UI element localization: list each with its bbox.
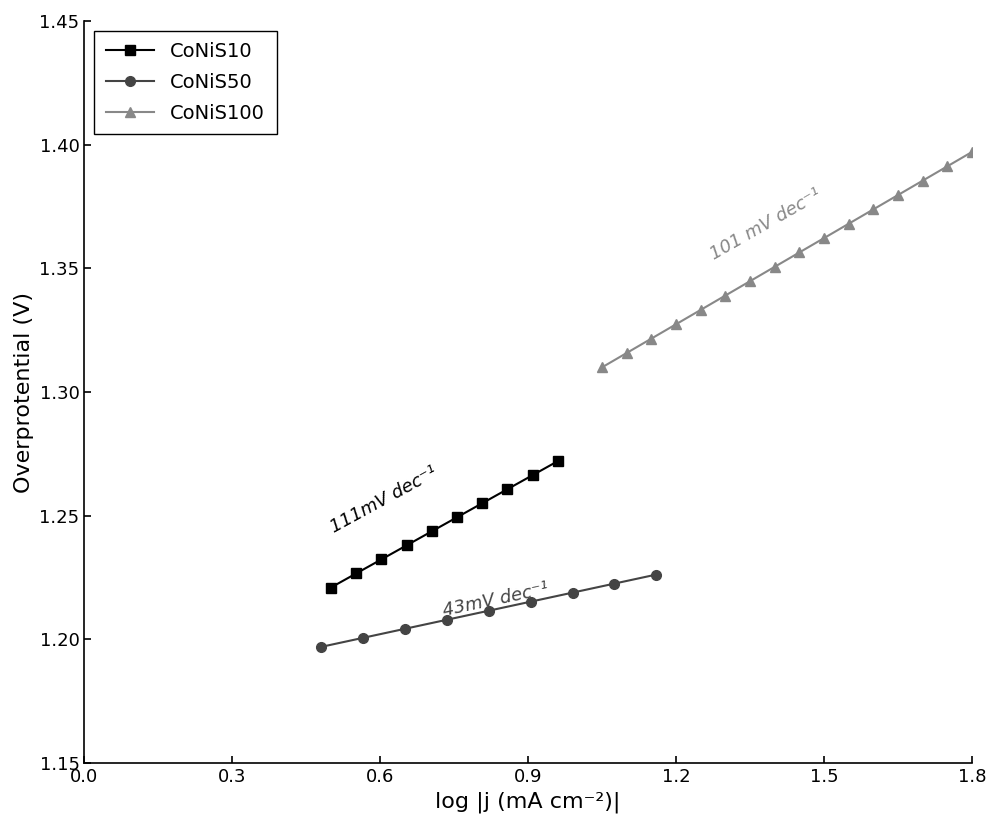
CoNiS100 xyxy=(695,305,707,315)
CoNiS50 xyxy=(315,642,327,652)
Text: 101 mV dec⁻¹: 101 mV dec⁻¹ xyxy=(707,186,824,263)
CoNiS100 xyxy=(867,204,879,214)
CoNiS100 xyxy=(645,333,657,343)
Line: CoNiS10: CoNiS10 xyxy=(326,457,563,592)
CoNiS10 xyxy=(325,582,337,592)
CoNiS10 xyxy=(476,499,488,509)
CoNiS100 xyxy=(941,161,953,171)
CoNiS100 xyxy=(966,147,978,157)
CoNiS100 xyxy=(917,176,929,186)
CoNiS50 xyxy=(650,570,662,580)
CoNiS100 xyxy=(719,290,731,300)
Line: CoNiS100: CoNiS100 xyxy=(597,147,977,372)
X-axis label: log |j (mA cm⁻²)|: log |j (mA cm⁻²)| xyxy=(435,791,621,813)
CoNiS10 xyxy=(501,485,513,495)
Line: CoNiS50: CoNiS50 xyxy=(316,570,661,652)
CoNiS100 xyxy=(892,190,904,200)
Text: 43mV dec⁻¹: 43mV dec⁻¹ xyxy=(441,580,550,619)
CoNiS10 xyxy=(451,513,463,523)
CoNiS50 xyxy=(608,579,620,589)
CoNiS100 xyxy=(769,262,781,272)
CoNiS100 xyxy=(670,319,682,329)
CoNiS100 xyxy=(744,276,756,286)
Text: 111mV dec⁻¹: 111mV dec⁻¹ xyxy=(327,464,440,537)
CoNiS100 xyxy=(596,362,608,372)
CoNiS10 xyxy=(527,471,539,480)
CoNiS10 xyxy=(401,540,413,550)
CoNiS10 xyxy=(552,457,564,466)
CoNiS50 xyxy=(357,633,369,643)
CoNiS100 xyxy=(793,247,805,257)
CoNiS50 xyxy=(567,588,579,598)
CoNiS50 xyxy=(441,614,453,624)
CoNiS100 xyxy=(843,219,855,229)
CoNiS50 xyxy=(525,597,537,607)
CoNiS100 xyxy=(621,348,633,358)
CoNiS100 xyxy=(818,233,830,243)
Y-axis label: Overprotential (V): Overprotential (V) xyxy=(14,292,34,493)
CoNiS50 xyxy=(483,605,495,615)
CoNiS10 xyxy=(375,554,387,564)
CoNiS50 xyxy=(399,624,411,633)
Legend: CoNiS10, CoNiS50, CoNiS100: CoNiS10, CoNiS50, CoNiS100 xyxy=(94,31,277,134)
CoNiS10 xyxy=(350,568,362,578)
CoNiS10 xyxy=(426,527,438,537)
